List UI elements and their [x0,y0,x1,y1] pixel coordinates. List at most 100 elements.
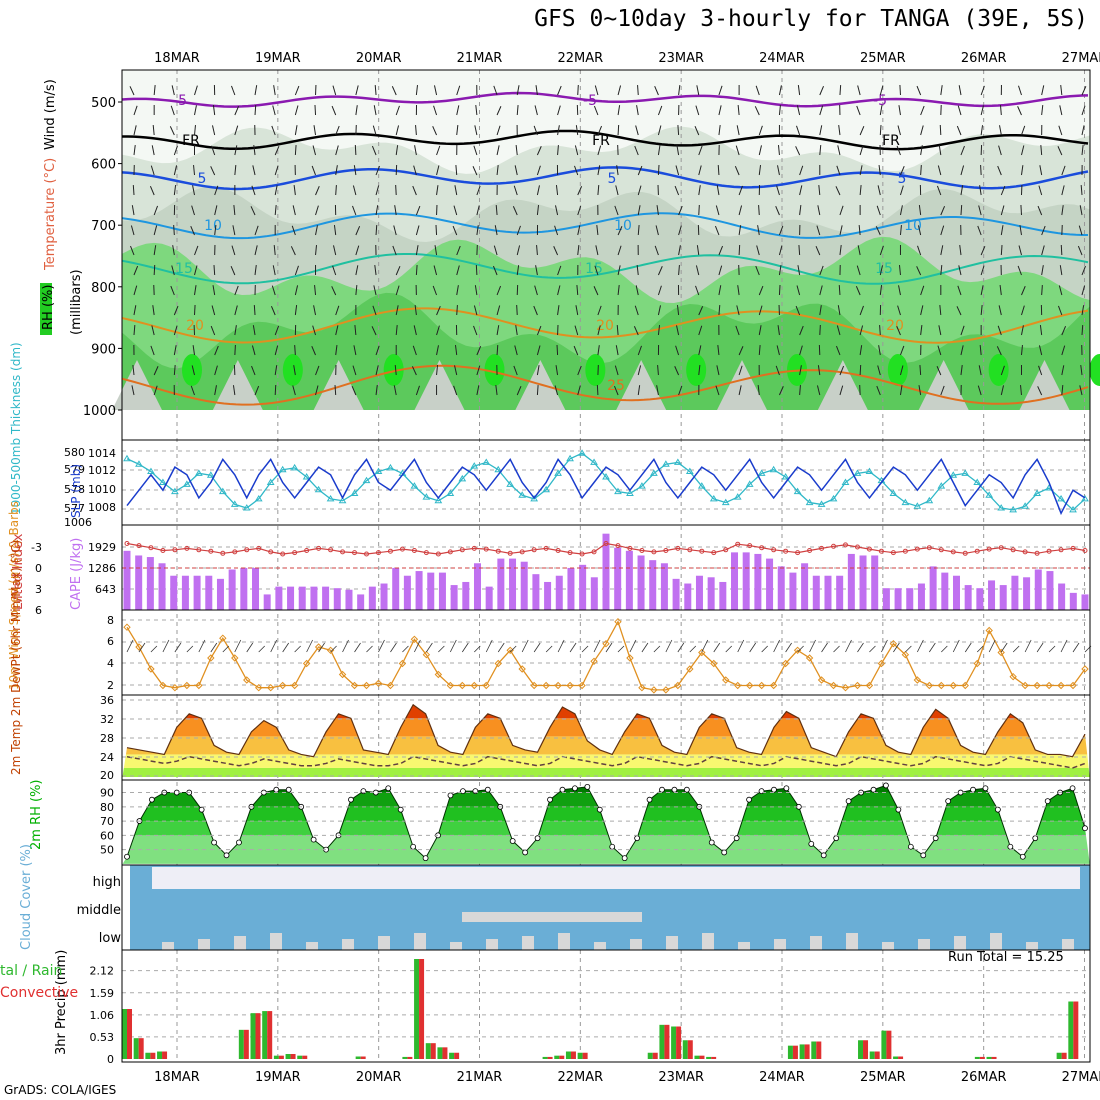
surface-wind-barb [306,639,313,653]
wind-barb [819,85,825,96]
wind-barb [516,385,522,396]
temp-band [122,767,1090,777]
precip-convective-bar [1073,1001,1079,1059]
lifted-point [148,545,154,551]
cape-bar [123,550,131,610]
wind-barb [393,385,397,396]
rh-blob-90 [282,354,303,386]
wind-barb [553,246,559,256]
lifted-point [699,548,705,554]
wind-barb [557,125,560,136]
thickness-tick: 580 [64,446,85,459]
wind-barb [514,165,518,176]
dry-wedge [313,360,364,410]
cape-tick: 1929 [88,541,116,554]
wind-barb [918,385,922,396]
wind-barb [391,86,397,96]
wind-barb [473,305,478,316]
wind-barb [132,365,135,376]
wind-barb [253,145,256,156]
wind-barb [1019,225,1022,236]
wind-barb [294,125,298,136]
surface-strip [122,410,1090,440]
rh2m-point [621,855,628,862]
wind-barb [194,285,197,296]
wind-barb [1040,145,1043,156]
wind-barb [131,205,135,216]
surface-wind-barb [1060,639,1068,653]
thickness-line [126,452,1086,511]
wind-point [590,657,598,666]
cape-bar [590,577,598,610]
surface-wind-barb [605,642,613,653]
wind-barb [231,245,236,256]
wind-barb [1078,225,1083,236]
precip-total-bar [542,1056,548,1059]
cape-bar [1058,583,1066,610]
wind-barb [999,125,1002,136]
cloud-low-gap [378,936,390,950]
wind-point [781,659,790,668]
precip-convective-bar [138,1038,144,1059]
date-label-bottom: 23MAR [658,1070,704,1085]
wind-barb [940,245,944,256]
wind-barb [899,225,902,236]
wind-barb [897,125,901,136]
wind-barb [555,205,559,216]
surface-wind-barb [845,639,852,653]
wind-barb [1081,265,1086,276]
wind-barb [698,345,702,356]
wind-barb [254,225,259,236]
wind-barb [956,125,962,136]
wind-barb [516,85,520,96]
isotherm-label: FR [182,133,200,149]
wind-barb [151,325,155,336]
wind-barb [795,305,801,316]
lifted-point [352,550,358,556]
wind-speed-line [126,620,1086,691]
rh2m-point [1019,853,1026,860]
lifted-point [208,548,214,554]
wind-point [698,648,706,657]
lifted-point [471,545,477,551]
cape-bar [847,553,855,610]
lifted-point [1070,545,1076,551]
wind-point [841,683,850,692]
wind-barb [476,205,480,216]
precip-total-bar [554,1055,560,1059]
wind-barb [371,145,377,156]
wind-point [985,626,993,635]
precip-total-bar [565,1051,571,1059]
lifted-point [124,541,130,546]
wind-barb [980,305,983,316]
thickness-point [673,458,682,465]
wind-barb [153,264,156,276]
wind-barb [657,325,661,336]
wind-barb [1061,365,1065,376]
thickness-point [1009,505,1018,513]
wind-barb [271,285,276,296]
wind-barb [274,145,280,156]
surface-wind-barb [665,639,673,653]
thickness-point [865,467,874,475]
cape-bar [392,567,400,610]
wind-barb [557,305,560,316]
lifted-point [962,550,968,556]
wind-barb [718,305,721,316]
wind-barb [1000,205,1005,216]
rh2m-point [634,835,641,842]
wind-barb [375,365,379,376]
lifted-point [1082,548,1088,553]
wind-barb [414,305,417,316]
lifted-point [543,545,549,551]
dry-wedge [112,360,162,410]
lifted-point [974,548,980,554]
cape-bar [1034,569,1042,610]
wind-barb [718,105,722,116]
cape-bar [766,558,774,610]
wind-point [446,681,455,690]
wind-barb [374,85,377,96]
wind-barb [495,385,498,396]
wind-point [123,623,131,631]
